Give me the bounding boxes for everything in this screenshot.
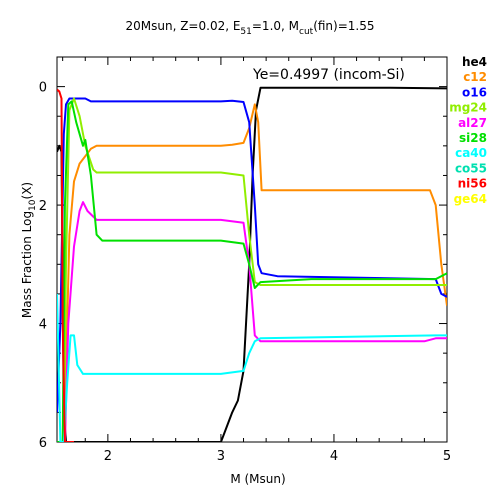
- series-line-c12: [57, 103, 447, 442]
- legend-entry-ge64: ge64: [454, 192, 487, 206]
- x-tick-label: 3: [217, 449, 225, 464]
- legend-entry-si28: si28: [459, 131, 487, 145]
- series-line-ca40: [57, 293, 447, 442]
- y-tick-label: 2: [39, 199, 47, 214]
- x-axis-title: M (Msun): [230, 472, 285, 486]
- annotation-ye: Ye=0.4997 (incom-Si): [252, 67, 405, 83]
- legend-entry-ni56: ni56: [458, 177, 487, 191]
- legend-entry-c12: c12: [463, 70, 487, 84]
- axis-tick-labels: 2 3 4 5 0 2 4 6: [39, 81, 451, 464]
- legend-entry-al27: al27: [458, 116, 487, 130]
- chart-title: 20Msun, Z=0.02, E51=1.0, Mcut(fin)=1.55: [126, 19, 375, 37]
- series-lines: [57, 86, 447, 442]
- x-tick-label: 5: [443, 449, 451, 464]
- series-line-si28: [57, 100, 447, 442]
- x-tick-label: 2: [104, 449, 112, 464]
- series-line-ni56: [57, 88, 74, 442]
- series-line-al27: [57, 201, 447, 442]
- plot-frame: [56, 56, 448, 443]
- legend-entry-mg24: mg24: [449, 101, 487, 115]
- legend-entry-co55: co55: [455, 161, 487, 175]
- legend-entry-o16: o16: [462, 85, 487, 99]
- y-tick-label: 6: [39, 436, 47, 451]
- y-axis-title: Mass Fraction Log10(X): [20, 182, 38, 318]
- series-line-o16: [57, 97, 447, 413]
- y-tick-label: 4: [39, 318, 47, 333]
- x-tick-label: 4: [330, 449, 338, 464]
- series-line-mg24: [57, 97, 447, 442]
- legend-entry-ca40: ca40: [455, 146, 487, 160]
- legend-entry-he4: he4: [462, 55, 487, 69]
- y-tick-label: 0: [39, 81, 47, 96]
